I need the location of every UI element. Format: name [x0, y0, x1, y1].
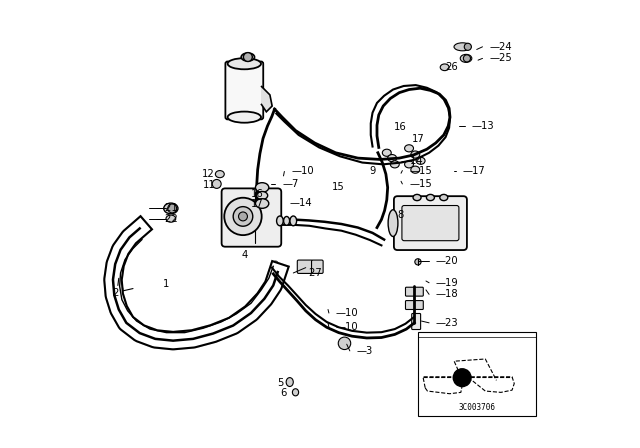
FancyBboxPatch shape [312, 260, 323, 273]
Text: 3C003706: 3C003706 [458, 403, 495, 412]
Ellipse shape [216, 171, 224, 178]
Circle shape [115, 285, 124, 294]
Ellipse shape [228, 58, 261, 69]
Circle shape [233, 207, 253, 226]
Ellipse shape [413, 194, 421, 201]
FancyBboxPatch shape [412, 314, 420, 330]
Circle shape [224, 198, 262, 235]
Text: —22: —22 [156, 214, 178, 224]
FancyBboxPatch shape [406, 287, 423, 296]
Ellipse shape [255, 183, 269, 192]
Text: 26: 26 [445, 62, 458, 72]
Text: 15: 15 [332, 182, 344, 193]
Ellipse shape [460, 54, 472, 62]
Ellipse shape [241, 53, 255, 61]
Bar [418, 332, 536, 416]
Ellipse shape [164, 203, 178, 214]
FancyBboxPatch shape [394, 196, 467, 250]
Text: —20: —20 [436, 255, 458, 266]
Text: —27: —27 [300, 268, 323, 278]
Circle shape [212, 180, 221, 188]
Ellipse shape [228, 112, 261, 123]
Text: 16: 16 [252, 189, 264, 199]
Text: 16: 16 [394, 122, 406, 132]
Ellipse shape [292, 389, 299, 396]
Circle shape [464, 43, 472, 50]
Text: —24: —24 [489, 42, 512, 52]
Ellipse shape [416, 157, 425, 164]
Text: 1: 1 [163, 279, 170, 289]
Circle shape [453, 369, 471, 387]
Ellipse shape [388, 155, 397, 162]
Text: —21: —21 [156, 203, 178, 213]
Text: —18: —18 [436, 289, 458, 299]
FancyBboxPatch shape [225, 61, 263, 119]
Text: 2: 2 [112, 288, 118, 298]
Text: —17: —17 [463, 166, 485, 176]
Ellipse shape [440, 194, 448, 201]
Text: 4: 4 [241, 250, 248, 260]
Text: 12: 12 [202, 169, 214, 179]
Circle shape [339, 337, 351, 349]
Ellipse shape [388, 210, 398, 237]
Text: —19: —19 [436, 278, 458, 288]
FancyBboxPatch shape [298, 260, 312, 273]
Ellipse shape [404, 145, 413, 152]
Ellipse shape [290, 216, 296, 226]
Ellipse shape [276, 216, 284, 226]
Text: 17: 17 [412, 134, 424, 144]
FancyBboxPatch shape [402, 206, 459, 241]
Ellipse shape [257, 191, 268, 199]
Text: —13: —13 [472, 121, 494, 131]
Text: 6: 6 [280, 388, 287, 398]
Text: 11: 11 [204, 180, 216, 190]
Text: —3: —3 [356, 346, 372, 356]
Ellipse shape [411, 151, 420, 158]
Text: —14: —14 [290, 198, 312, 207]
Circle shape [168, 204, 177, 213]
Text: 17: 17 [250, 199, 263, 209]
FancyBboxPatch shape [221, 188, 281, 247]
Text: —14: —14 [400, 156, 423, 166]
Text: —23: —23 [436, 318, 458, 328]
Ellipse shape [404, 161, 413, 168]
Ellipse shape [382, 149, 391, 156]
Circle shape [415, 259, 421, 265]
Text: —10: —10 [335, 308, 358, 318]
FancyBboxPatch shape [406, 301, 423, 310]
Ellipse shape [390, 161, 399, 168]
Text: —15: —15 [409, 166, 432, 176]
Text: —10: —10 [335, 322, 358, 332]
Text: 9: 9 [369, 167, 376, 177]
Ellipse shape [454, 43, 471, 51]
Text: —7: —7 [282, 179, 298, 189]
Ellipse shape [426, 194, 435, 201]
Ellipse shape [166, 215, 176, 222]
Polygon shape [261, 86, 272, 112]
Circle shape [243, 52, 252, 61]
Text: 8: 8 [397, 210, 403, 220]
Ellipse shape [255, 199, 269, 208]
Ellipse shape [411, 166, 420, 173]
Circle shape [239, 212, 248, 221]
Ellipse shape [286, 378, 293, 387]
Ellipse shape [284, 216, 290, 225]
Text: 5: 5 [278, 379, 284, 388]
Ellipse shape [440, 64, 449, 71]
Text: —25: —25 [489, 53, 512, 63]
Circle shape [463, 55, 470, 62]
Text: —10: —10 [291, 167, 314, 177]
Text: —15: —15 [409, 179, 432, 189]
